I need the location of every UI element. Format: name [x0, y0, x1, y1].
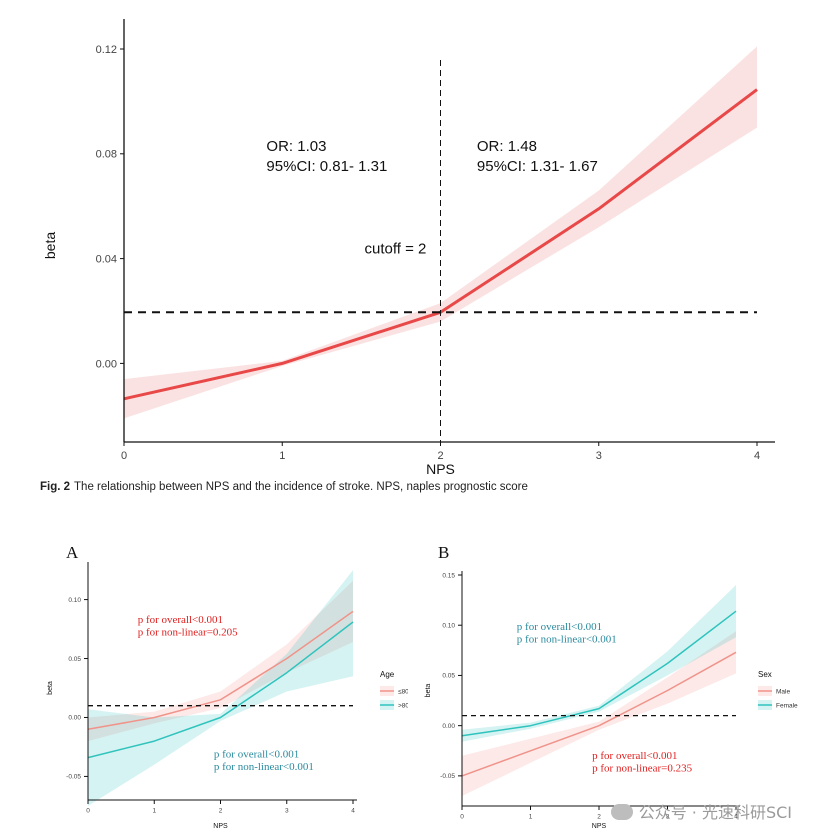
y-axis-label: beta	[42, 232, 58, 259]
x-tick-label: 0	[121, 450, 127, 462]
y-axis-label: beta	[47, 681, 54, 695]
annotation-1-line-1: p for non-linear=0.235	[592, 762, 692, 774]
y-tick-label: -0.05	[440, 773, 455, 780]
annotation-0-line-0: p for overall<0.001	[138, 614, 223, 626]
series-line-1	[461, 610, 737, 737]
ci-band-0	[462, 631, 736, 796]
x-tick-label: 2	[597, 814, 601, 821]
legend-label-0: Male	[776, 689, 790, 696]
annotation-0-line-0: p for overall<0.001	[517, 621, 602, 633]
annotation-1-line-1: 95%CI: 1.31- 1.67	[477, 158, 598, 175]
x-tick-label: 0	[86, 808, 90, 815]
wechat-icon	[610, 804, 633, 820]
caption-text: The relationship between NPS and the inc…	[74, 481, 528, 493]
x-axis-label: NPS	[426, 461, 455, 477]
x-tick-label: 0	[460, 814, 464, 821]
series-line-0	[87, 610, 354, 731]
x-tick-label: 3	[666, 814, 670, 821]
annotation-2-line-0: cutoff = 2	[365, 240, 427, 257]
y-tick-label: 0.05	[442, 673, 455, 680]
series-line-1	[87, 621, 354, 759]
y-tick-label: 0.15	[442, 572, 455, 579]
legend-label-1: >80	[398, 703, 408, 710]
ci-band-1	[462, 585, 736, 742]
x-tick-label: 1	[279, 450, 285, 462]
legend-title: Sex	[758, 670, 772, 679]
ci-band-0	[124, 46, 757, 419]
y-tick-label: 0.12	[96, 44, 117, 56]
annotation-1-line-0: OR: 1.48	[477, 138, 537, 155]
panel-label: B	[438, 543, 449, 562]
y-axis-label: beta	[425, 684, 432, 698]
ci-band-1	[88, 570, 353, 806]
figure-2-chart: 0 1 2 3 4 0.00 0.04 0.08 0.12 NPS beta OR: 1.03 95%C…	[42, 19, 775, 477]
x-tick-label: 4	[734, 814, 738, 821]
x-tick-label: 2	[437, 450, 443, 462]
annotation-0-line-1: 95%CI: 0.81- 1.31	[266, 158, 387, 175]
legend-title: Age	[380, 670, 395, 679]
annotation-1-line-0: p for overall<0.001	[592, 750, 677, 762]
y-tick-label: 0.00	[442, 723, 455, 730]
legend-label-0: ≤80	[398, 689, 408, 696]
panel-label: A	[66, 543, 79, 562]
annotation-0-line-0: OR: 1.03	[266, 138, 326, 155]
x-tick-label: 3	[285, 808, 289, 815]
panel-b-chart: 0 1 2 3 4 -0.05 0.00 0.05 0.10 0.15 NPS beta p for o…	[425, 543, 798, 830]
x-axis-label: NPS	[213, 823, 228, 830]
legend-label-1: Female	[776, 703, 798, 710]
y-tick-label: 0.04	[96, 253, 117, 265]
annotation-1-line-1: p for non-linear<0.001	[214, 761, 314, 773]
figure-caption: Fig. 2 The relationship between NPS and t…	[40, 481, 528, 493]
annotation-1-line-0: p for overall<0.001	[214, 749, 299, 761]
y-tick-label: 0.10	[442, 622, 455, 629]
panel-a-chart: 0 1 2 3 4 -0.05 0.00 0.05 0.10 NPS beta p for overa…	[47, 543, 408, 830]
x-tick-label: 4	[351, 808, 355, 815]
x-tick-label: 4	[754, 450, 760, 462]
x-tick-label: 2	[219, 808, 223, 815]
y-tick-label: 0.08	[96, 149, 117, 161]
caption-label: Fig. 2	[40, 481, 71, 493]
annotation-0-line-1: p for non-linear=0.205	[138, 627, 238, 639]
y-tick-label: 0.05	[68, 656, 81, 663]
y-tick-label: 0.00	[68, 715, 81, 722]
x-tick-label: 1	[152, 808, 156, 815]
x-tick-label: 1	[529, 814, 533, 821]
x-axis-label: NPS	[592, 823, 607, 830]
x-tick-label: 3	[596, 450, 602, 462]
y-tick-label: -0.05	[66, 774, 81, 781]
watermark: 公众号 · 光速科研SCI	[610, 799, 792, 823]
annotation-0-line-1: p for non-linear<0.001	[517, 634, 617, 646]
y-tick-label: 0.00	[96, 358, 117, 370]
series-line-0	[461, 651, 737, 777]
watermark-text: 公众号 · 光速科研SCI	[638, 803, 792, 822]
y-tick-label: 0.10	[68, 597, 81, 604]
